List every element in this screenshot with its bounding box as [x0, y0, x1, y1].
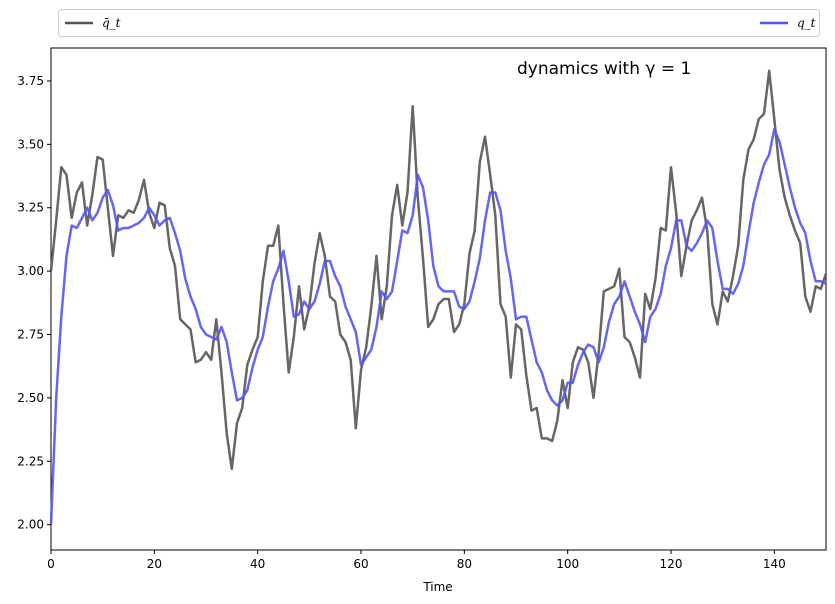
y-tick-label: 2.00	[17, 518, 44, 532]
y-tick-label: 2.25	[17, 454, 44, 468]
x-tick-label: 80	[457, 557, 472, 571]
series-line-1	[49, 127, 827, 525]
x-tick-label: 20	[147, 557, 162, 571]
legend-frame	[58, 9, 820, 37]
y-tick-label: 3.75	[17, 74, 44, 88]
series-line-0	[49, 69, 828, 471]
legend: q̄_t q_t	[58, 9, 820, 37]
y-tick-label: 2.75	[17, 327, 44, 341]
series-layer	[49, 69, 828, 525]
y-tick-label: 3.50	[17, 137, 44, 151]
y-tick-label: 3.25	[17, 201, 44, 215]
legend-label-qbar: q̄_t	[102, 16, 121, 30]
x-axis: 0 20 40 60 80 100 120 140	[47, 550, 786, 571]
y-tick-label: 2.50	[17, 391, 44, 405]
y-tick-label: 3.00	[17, 264, 44, 278]
x-axis-title: Time	[422, 580, 452, 594]
chart-annotation: dynamics with γ = 1	[517, 59, 691, 79]
plot-frame	[50, 47, 827, 551]
x-tick-label: 0	[47, 557, 55, 571]
x-tick-label: 40	[250, 557, 265, 571]
y-axis: 2.00 2.25 2.50 2.75 3.00 3.25 3.50 3.75	[17, 74, 51, 532]
x-tick-label: 60	[353, 557, 368, 571]
x-tick-label: 140	[763, 557, 786, 571]
legend-label-q: q_t	[797, 16, 816, 30]
x-tick-label: 100	[556, 557, 579, 571]
x-tick-label: 120	[660, 557, 683, 571]
